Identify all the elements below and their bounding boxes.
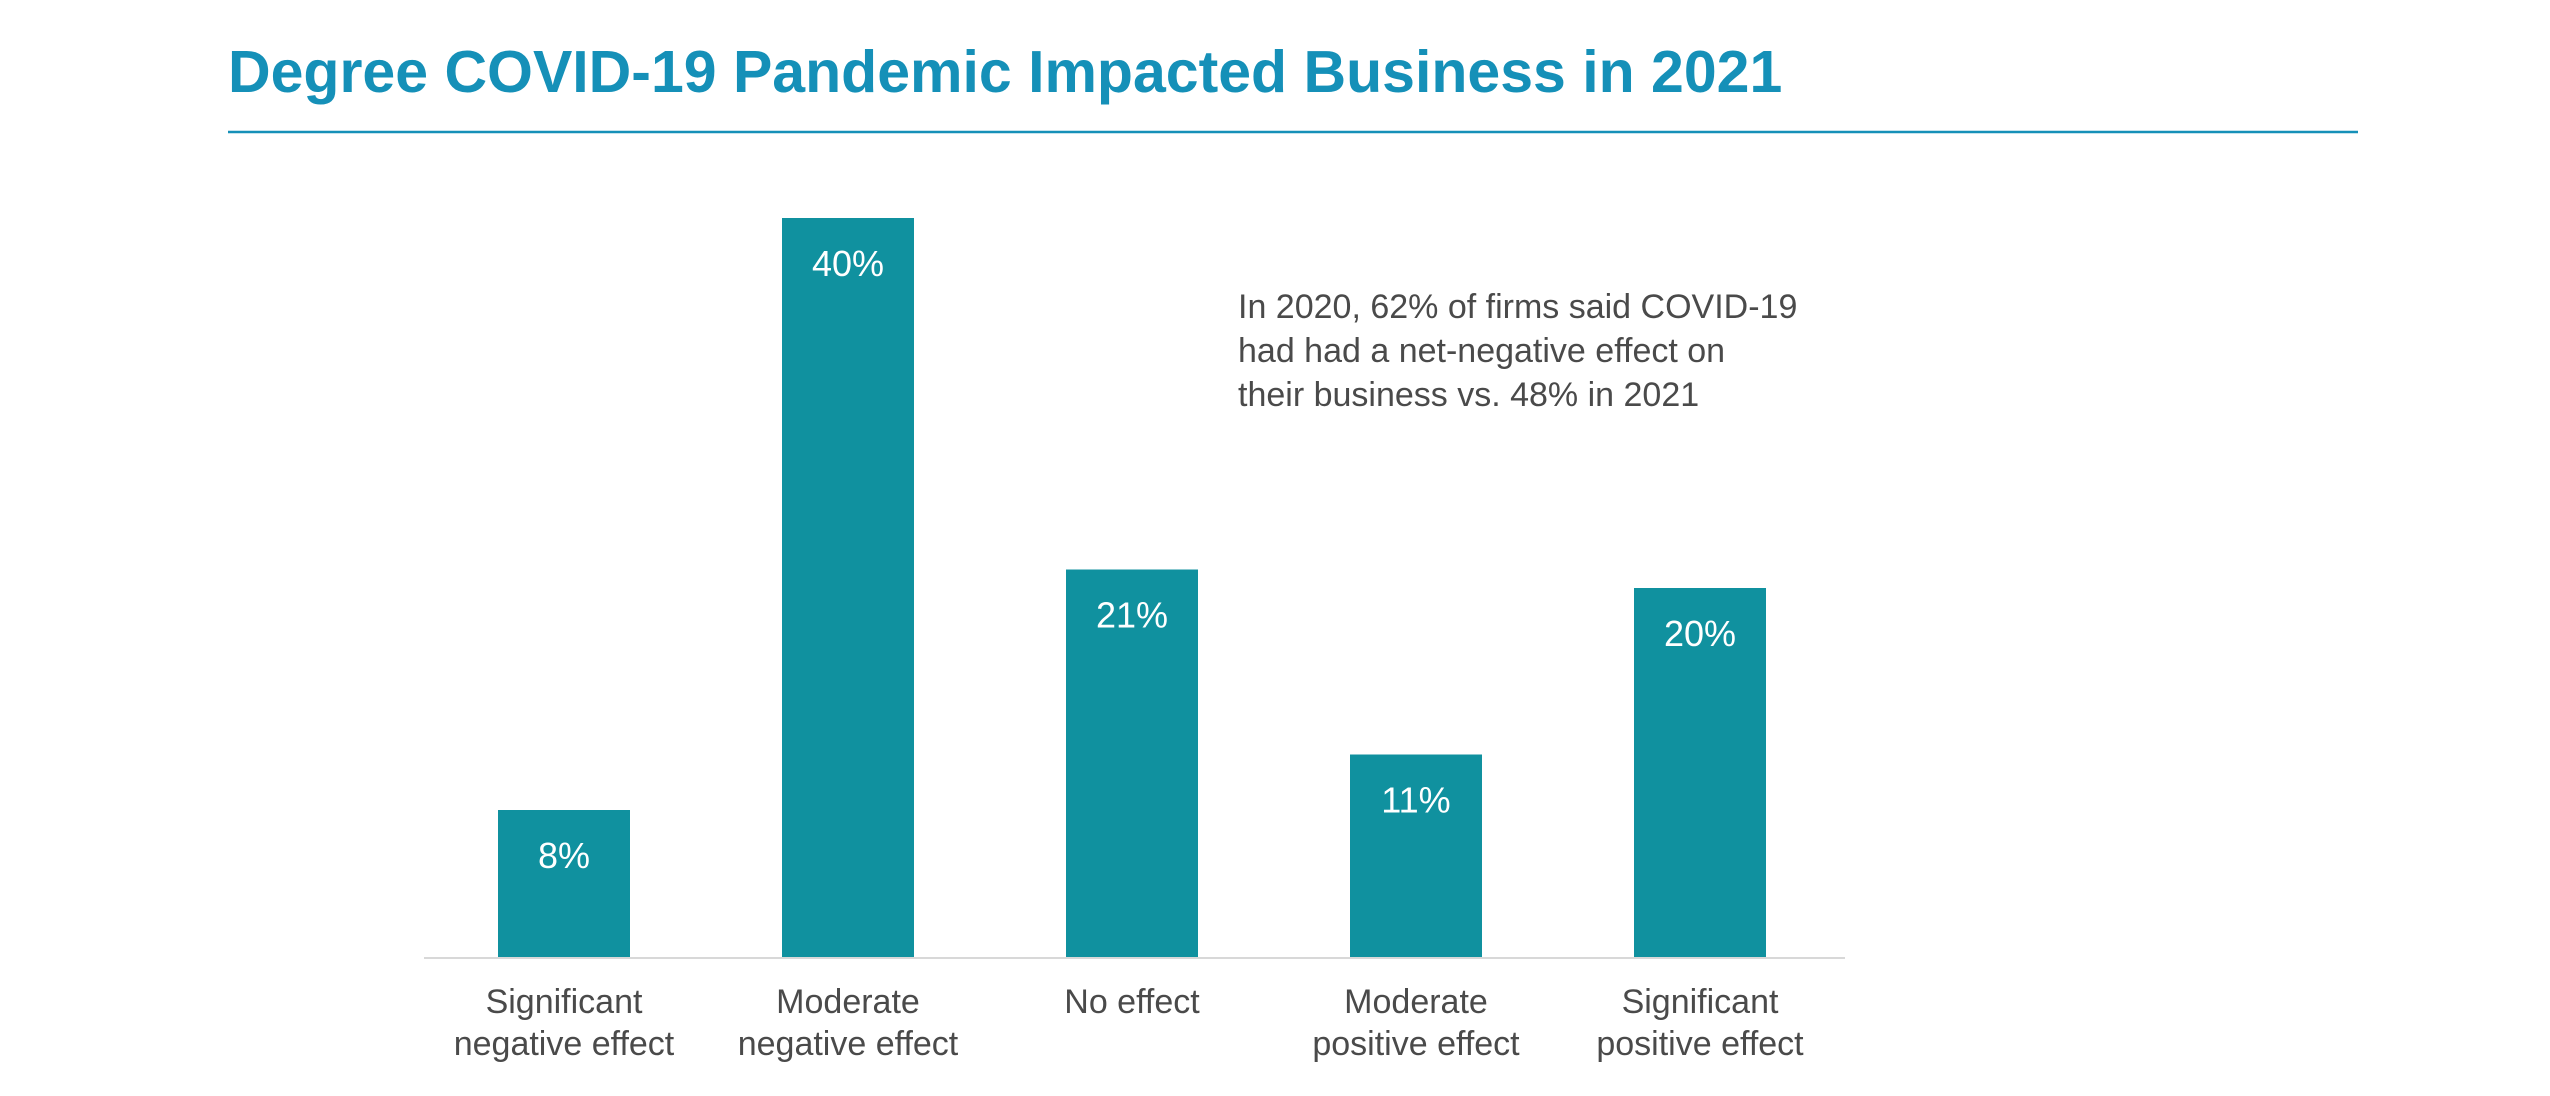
value-label-1: 8% bbox=[538, 835, 590, 876]
category-label-5-line-2: positive effect bbox=[1596, 1025, 1804, 1063]
category-labels: Significant negative effect Moderate negati… bbox=[454, 983, 1804, 1063]
value-labels: 8% 40% 21% 11% 20% bbox=[538, 243, 1736, 876]
bar-3 bbox=[1066, 569, 1198, 958]
category-label-2-line-2: negative effect bbox=[738, 1025, 959, 1063]
category-label-3-line-1: No effect bbox=[1064, 983, 1200, 1021]
category-label-2-line-1: Moderate bbox=[776, 983, 920, 1021]
value-label-5: 20% bbox=[1664, 613, 1736, 654]
category-label-1-line-1: Significant bbox=[486, 983, 643, 1021]
bar-1 bbox=[498, 810, 630, 958]
bar-5 bbox=[1634, 588, 1766, 958]
annotation: In 2020, 62% of firms said COVID-19 had h… bbox=[1238, 288, 1797, 414]
bars bbox=[498, 218, 1766, 958]
category-label-4-line-2: positive effect bbox=[1312, 1025, 1520, 1063]
value-label-3: 21% bbox=[1096, 595, 1168, 636]
value-label-2: 40% bbox=[812, 243, 884, 284]
annotation-line-2: had had a net-negative effect on bbox=[1238, 332, 1725, 370]
value-label-4: 11% bbox=[1381, 780, 1450, 821]
bar-2 bbox=[782, 218, 914, 958]
category-label-4-line-1: Moderate bbox=[1344, 983, 1488, 1021]
category-label-5-line-1: Significant bbox=[1622, 983, 1779, 1021]
annotation-line-1: In 2020, 62% of firms said COVID-19 bbox=[1238, 288, 1797, 326]
category-label-1-line-2: negative effect bbox=[454, 1025, 675, 1063]
chart-title: Degree COVID-19 Pandemic Impacted Busine… bbox=[228, 39, 1782, 105]
bar-4 bbox=[1350, 754, 1482, 958]
annotation-line-3: their business vs. 48% in 2021 bbox=[1238, 376, 1699, 414]
